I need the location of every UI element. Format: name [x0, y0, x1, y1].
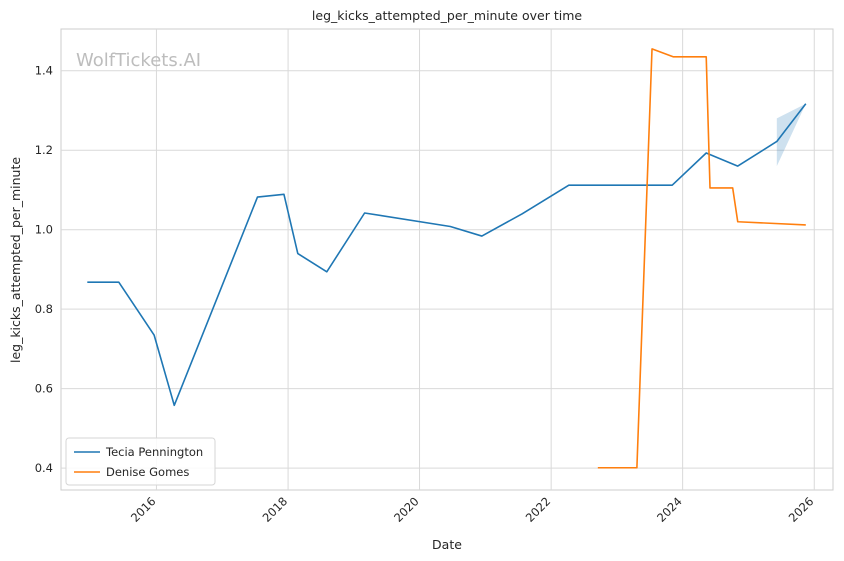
x-tick-label: 2022 — [523, 494, 554, 525]
legend: Tecia Pennington Denise Gomes — [65, 437, 216, 486]
y-axis-label: leg_kicks_attempted_per_minute — [8, 157, 23, 363]
x-gridlines — [155, 29, 815, 490]
series-line-denise-gomes — [597, 48, 806, 469]
plot-area — [60, 28, 834, 491]
confidence-band — [776, 103, 806, 167]
x-tick-label: 2020 — [391, 494, 422, 525]
confidence-bands — [776, 103, 806, 167]
series-line-tecia-pennington — [87, 103, 807, 407]
legend-label-denise-gomes: Denise Gomes — [106, 465, 189, 479]
x-tick-label: 2018 — [260, 494, 291, 525]
x-axis-label: Date — [432, 537, 462, 552]
y-tick-label: 0.6 — [35, 382, 53, 396]
legend-label-tecia-pennington: Tecia Pennington — [105, 445, 203, 459]
y-tick-labels: 0.4 0.6 0.8 1.0 1.2 1.4 — [35, 64, 53, 475]
legend-box — [65, 437, 216, 486]
y-tick-label: 1.4 — [35, 64, 53, 78]
watermark: WolfTickets.AI — [76, 50, 201, 71]
x-tick-labels: 2016 2018 2020 2022 2024 2026 — [128, 494, 816, 525]
y-tick-label: 1.0 — [35, 223, 53, 237]
series-lines — [87, 48, 807, 469]
y-tick-label: 1.2 — [35, 143, 53, 157]
y-gridlines — [61, 70, 833, 469]
chart-title: leg_kicks_attempted_per_minute over time — [312, 8, 582, 23]
x-tick-label: 2024 — [654, 494, 685, 525]
x-tick-label: 2026 — [786, 494, 817, 525]
x-tick-label: 2016 — [128, 494, 159, 525]
y-tick-label: 0.8 — [35, 302, 53, 316]
y-tick-label: 0.4 — [35, 461, 53, 475]
